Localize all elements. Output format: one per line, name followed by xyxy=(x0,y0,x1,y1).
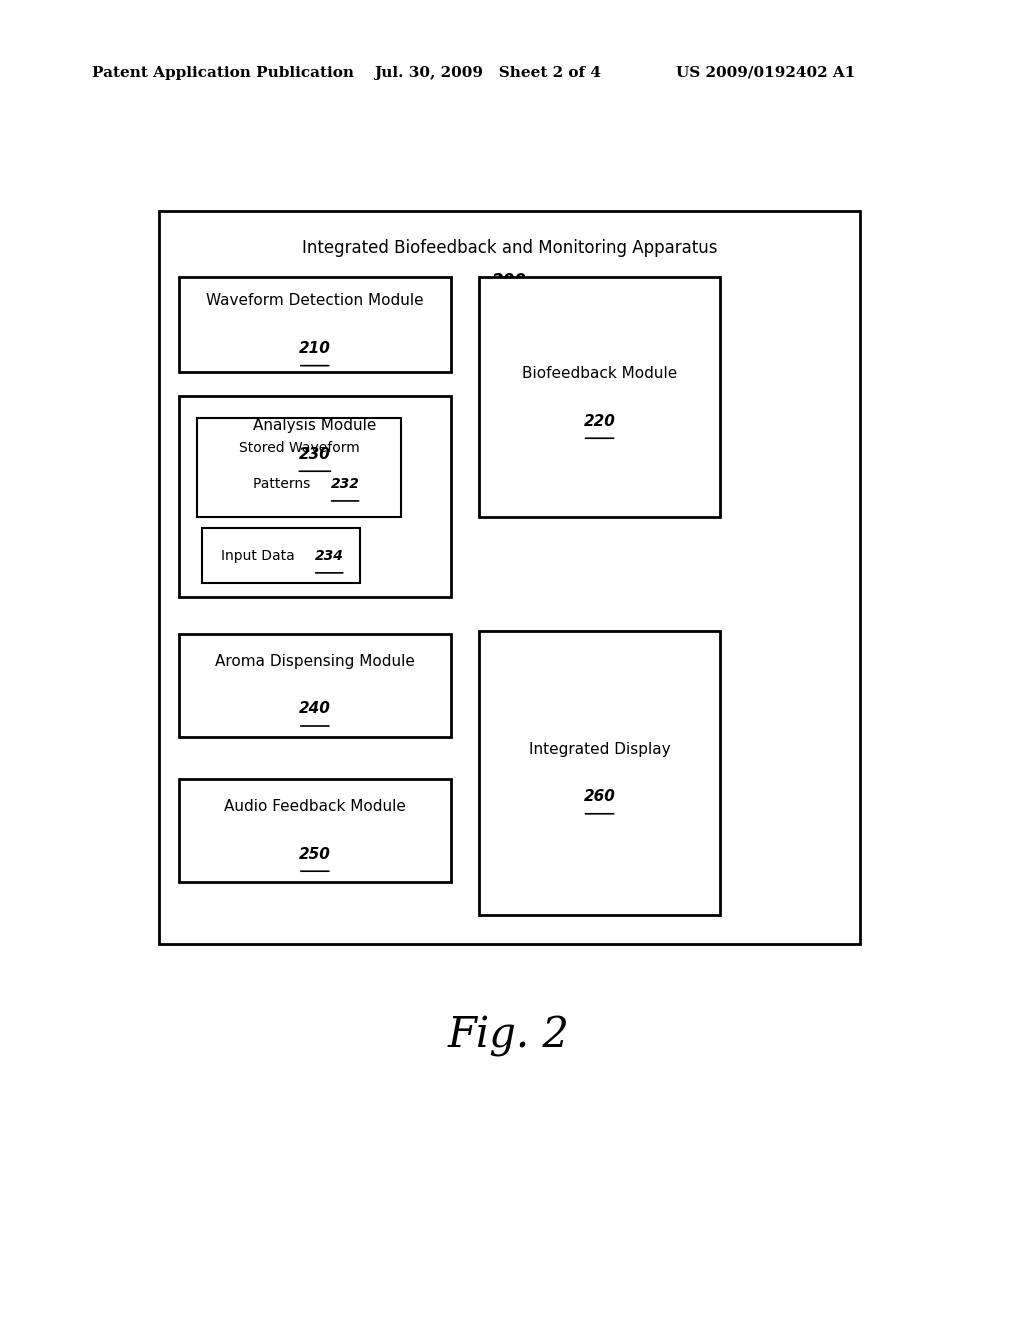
Bar xyxy=(179,779,451,882)
Text: Stored Waveform: Stored Waveform xyxy=(239,441,359,455)
Bar xyxy=(197,418,401,517)
Text: US 2009/0192402 A1: US 2009/0192402 A1 xyxy=(676,66,855,79)
Text: 250: 250 xyxy=(299,846,331,862)
Text: Biofeedback Module: Biofeedback Module xyxy=(522,366,677,381)
Bar xyxy=(202,528,360,583)
Bar xyxy=(179,277,451,372)
Text: Jul. 30, 2009   Sheet 2 of 4: Jul. 30, 2009 Sheet 2 of 4 xyxy=(374,66,601,79)
Text: 220: 220 xyxy=(584,413,615,429)
Text: Analysis Module: Analysis Module xyxy=(253,417,377,433)
Bar xyxy=(479,277,720,517)
Text: Waveform Detection Module: Waveform Detection Module xyxy=(206,293,424,309)
Text: Aroma Dispensing Module: Aroma Dispensing Module xyxy=(215,653,415,669)
Text: Patent Application Publication: Patent Application Publication xyxy=(92,66,354,79)
Text: 234: 234 xyxy=(314,549,344,562)
Text: 230: 230 xyxy=(299,446,331,462)
Text: 260: 260 xyxy=(584,789,615,804)
Text: 240: 240 xyxy=(299,701,331,717)
Text: Integrated Biofeedback and Monitoring Apparatus: Integrated Biofeedback and Monitoring Ap… xyxy=(302,239,717,257)
Bar xyxy=(479,631,720,915)
Bar xyxy=(159,211,860,944)
Text: Audio Feedback Module: Audio Feedback Module xyxy=(224,799,406,814)
Text: 200: 200 xyxy=(492,272,527,290)
Text: Patterns: Patterns xyxy=(253,477,318,491)
Bar xyxy=(179,396,451,597)
Text: Fig. 2: Fig. 2 xyxy=(447,1015,570,1057)
Bar xyxy=(179,634,451,737)
Text: 232: 232 xyxy=(331,477,359,491)
Text: Integrated Display: Integrated Display xyxy=(528,742,671,756)
Text: 210: 210 xyxy=(299,341,331,356)
Text: Input Data: Input Data xyxy=(221,549,304,562)
